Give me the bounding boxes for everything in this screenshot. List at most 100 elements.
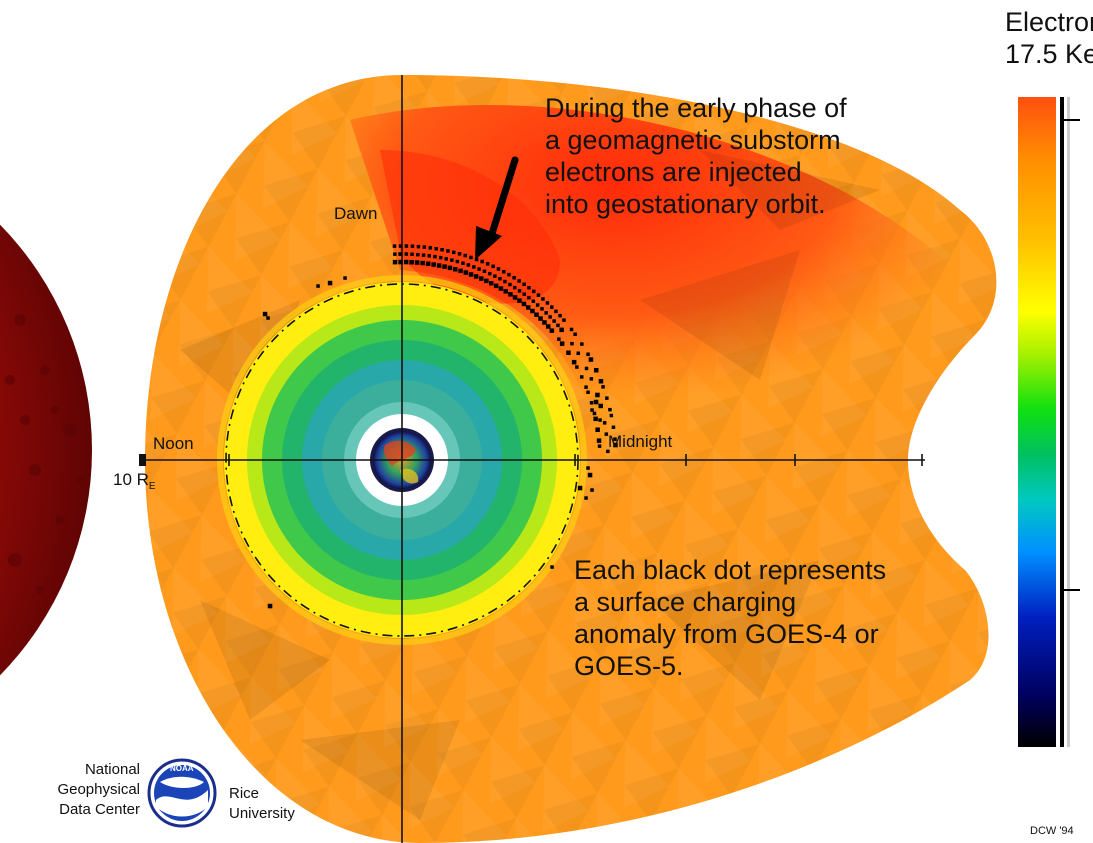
- anomaly-dot: [434, 247, 438, 251]
- anomaly-dot: [398, 252, 402, 256]
- anomaly-dot: [508, 292, 513, 297]
- scale-subscript: E: [148, 481, 156, 492]
- anomaly-dot: [512, 295, 518, 300]
- anomaly-dot: [447, 265, 453, 271]
- anomaly-dot: [601, 385, 605, 389]
- anomaly-dot: [559, 327, 564, 333]
- anomaly-dot: [480, 259, 484, 264]
- anomaly-dot: [513, 285, 517, 290]
- anomaly-dot: [440, 248, 444, 252]
- anomaly-dot: [463, 270, 469, 275]
- ngdc-credit-line: Data Center: [59, 801, 140, 818]
- anomaly-dot: [550, 565, 554, 569]
- anomaly-dot: [580, 342, 584, 346]
- anomaly-dot: [425, 261, 431, 266]
- anomaly-dot: [577, 485, 583, 491]
- anomaly-dots: [262, 244, 618, 609]
- anomaly-dot: [548, 315, 552, 319]
- anomaly-dot: [469, 255, 473, 260]
- ngdc-credit-line: Geophysical: [57, 781, 140, 798]
- anomaly-dot: [410, 244, 415, 248]
- anomaly-dot: [552, 319, 556, 323]
- anomaly-dot: [589, 401, 594, 405]
- anomaly-dot: [556, 323, 560, 328]
- anomaly-dot: [398, 259, 403, 265]
- axes: [145, 75, 925, 843]
- arrow-pointer: [475, 156, 519, 260]
- anomaly-dot: [458, 268, 463, 274]
- anomaly-dot: [592, 411, 597, 416]
- anomaly-dot: [611, 425, 616, 429]
- annotation-bottom-line: anomaly from GOES-4 or: [574, 619, 879, 649]
- anomaly-dot: [503, 289, 508, 294]
- anomaly-dot: [530, 308, 535, 314]
- anomaly-dot: [327, 280, 333, 286]
- anomaly-dot: [428, 246, 433, 250]
- anomaly-dot: [455, 259, 460, 264]
- anomaly-dot: [608, 407, 612, 412]
- sun-image: [0, 224, 92, 676]
- label-noon: Noon: [153, 434, 194, 453]
- anomaly-dot: [569, 327, 574, 332]
- anomaly-dot: [393, 252, 397, 256]
- anomaly-dot: [404, 252, 409, 256]
- ngdc-credit: National Geophysical Data Center: [38, 760, 140, 820]
- anomaly-dot: [573, 332, 577, 336]
- anomaly-dot: [493, 274, 497, 278]
- anomaly-dot: [421, 253, 426, 257]
- anomaly-dot: [542, 320, 547, 325]
- anomaly-dot: [422, 245, 427, 249]
- anomaly-dot: [598, 379, 604, 384]
- anomaly-dot: [474, 257, 479, 262]
- anomaly-dot: [496, 267, 501, 271]
- colorbar-title-line1: Electrons: [1005, 7, 1093, 37]
- anomaly-dot: [536, 293, 541, 297]
- signature: DCW '94: [1030, 825, 1074, 837]
- anomaly-dot: [477, 267, 481, 271]
- noaa-logo-text: NOAA: [170, 764, 194, 773]
- anomaly-dot: [546, 324, 551, 329]
- anomaly-dot: [587, 472, 593, 478]
- anomaly-dot: [584, 385, 588, 389]
- anomaly-dot: [482, 269, 487, 273]
- anomaly-dot: [522, 292, 526, 296]
- anomaly-dot: [420, 260, 425, 266]
- anomaly-dot: [498, 277, 502, 281]
- anomaly-dot: [479, 276, 484, 281]
- anomaly-dot: [484, 278, 489, 284]
- anomaly-dot: [438, 255, 443, 260]
- anomaly-dot: [554, 309, 558, 314]
- anomaly-dot: [550, 305, 554, 309]
- annotation-top: During the early phase of a geomagnetic …: [545, 92, 847, 220]
- anomaly-dot: [540, 307, 544, 311]
- anomaly-dot: [266, 316, 270, 320]
- anomaly-dot: [433, 254, 437, 259]
- anomaly-dot: [595, 392, 600, 398]
- color-scale-bar: [1018, 97, 1080, 747]
- anomaly-dot: [534, 312, 539, 317]
- anomaly-dot: [602, 421, 607, 425]
- anomaly-dot: [570, 341, 574, 346]
- anomaly-dot: [267, 603, 273, 609]
- anomaly-dot: [468, 272, 474, 277]
- anomaly-dot: [604, 432, 609, 436]
- anomaly-dot: [535, 303, 540, 307]
- anomaly-dot: [593, 399, 599, 405]
- anomaly-dot: [392, 259, 398, 265]
- anomaly-dot: [566, 350, 571, 355]
- anomaly-dot: [503, 279, 507, 284]
- anomaly-dot: [461, 261, 465, 265]
- anomaly-dot: [404, 260, 408, 264]
- anomaly-dot: [531, 299, 536, 303]
- colorbar-title: Electrons 17.5 KeV: [1005, 6, 1093, 70]
- annotation-bottom-line: a surface charging: [574, 587, 797, 617]
- anomaly-dot: [485, 262, 490, 266]
- label-midnight: Midnight: [608, 432, 673, 451]
- annotation-bottom: Each black dot represents a surface char…: [574, 554, 886, 682]
- anomaly-dot: [508, 282, 512, 287]
- colorbar-title-line2: 17.5 KeV: [1005, 39, 1093, 69]
- anomaly-dot: [606, 449, 610, 454]
- anomaly-dot: [444, 257, 448, 261]
- anomaly-dot: [410, 252, 414, 256]
- anomaly-dot: [491, 264, 495, 269]
